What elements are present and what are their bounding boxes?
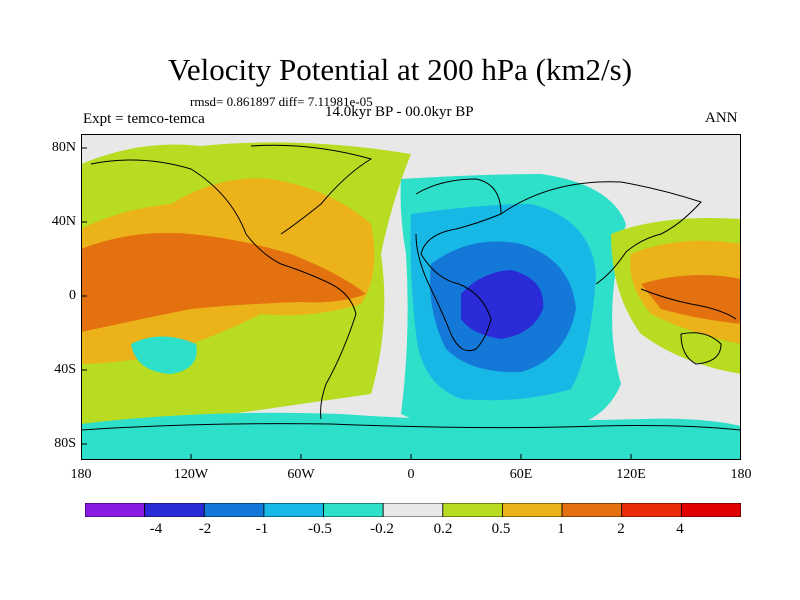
- colorbar-label-m0_5: -0.5: [308, 521, 332, 537]
- colorbar: [85, 503, 741, 517]
- coastlines: [81, 144, 741, 431]
- colorbar-swatch-3: [263, 503, 324, 517]
- lat-label-80s: 80S: [54, 436, 76, 451]
- experiment-label: Expt = temco-temca: [83, 111, 205, 127]
- colorbar-label-1: 1: [557, 521, 565, 537]
- map-panel: [81, 134, 741, 460]
- map-ticks: [81, 147, 632, 460]
- colorbar-swatch-4: [323, 503, 384, 517]
- lon-label-120w: 120W: [173, 467, 209, 482]
- colorbar-label-2: 2: [617, 521, 625, 537]
- season-label: ANN: [705, 110, 738, 126]
- colorbar-swatch-10: [680, 503, 741, 517]
- period-label: 14.0kyr BP - 00.0kyr BP: [325, 104, 474, 120]
- lon-label-180e: 180: [730, 467, 752, 482]
- colorbar-swatch-7: [502, 503, 563, 517]
- colorbar-swatch-2: [203, 503, 265, 517]
- colorbar-label-4: 4: [676, 521, 684, 537]
- colorbar-swatch-9: [621, 503, 682, 517]
- contour-neg-south-pacific: [131, 336, 197, 374]
- lon-label-0: 0: [407, 467, 415, 482]
- colorbar-swatch-1: [144, 503, 205, 517]
- lon-label-120e: 120E: [616, 467, 646, 482]
- contour-neg-antarctic: [81, 412, 741, 460]
- contour-neg-2: [461, 270, 544, 339]
- lat-label-80n: 80N: [51, 140, 76, 155]
- plot-title: Velocity Potential at 200 hPa (km2/s): [167, 52, 633, 87]
- colorbar-label-0_5: 0.5: [491, 521, 511, 537]
- colorbar-label-m0_2: -0.2: [370, 521, 394, 537]
- colorbar-label-m4: -4: [149, 521, 163, 537]
- colorbar-swatch-8: [561, 503, 623, 517]
- lon-label-180w: 180: [70, 467, 92, 482]
- colorbar-label-0_2: 0.2: [433, 521, 453, 537]
- lat-label-0: 0: [69, 288, 76, 303]
- lon-label-60w: 60W: [287, 467, 315, 482]
- contour-pos-1-west: [81, 233, 366, 332]
- contour-pos-1-east: [641, 275, 741, 324]
- colorbar-label-m1: -1: [255, 521, 269, 537]
- lat-label-40s: 40S: [54, 362, 76, 377]
- colorbar-swatch-5: [382, 503, 444, 517]
- colorbar-swatch-0: [85, 503, 146, 517]
- colorbar-label-m2: -2: [198, 521, 212, 537]
- colorbar-swatch-6: [442, 503, 503, 517]
- lon-label-60e: 60E: [509, 467, 533, 482]
- lat-label-40n: 40N: [51, 214, 76, 229]
- stats-line: rmsd= 0.861897 diff= 7.11981e-05: [190, 94, 373, 109]
